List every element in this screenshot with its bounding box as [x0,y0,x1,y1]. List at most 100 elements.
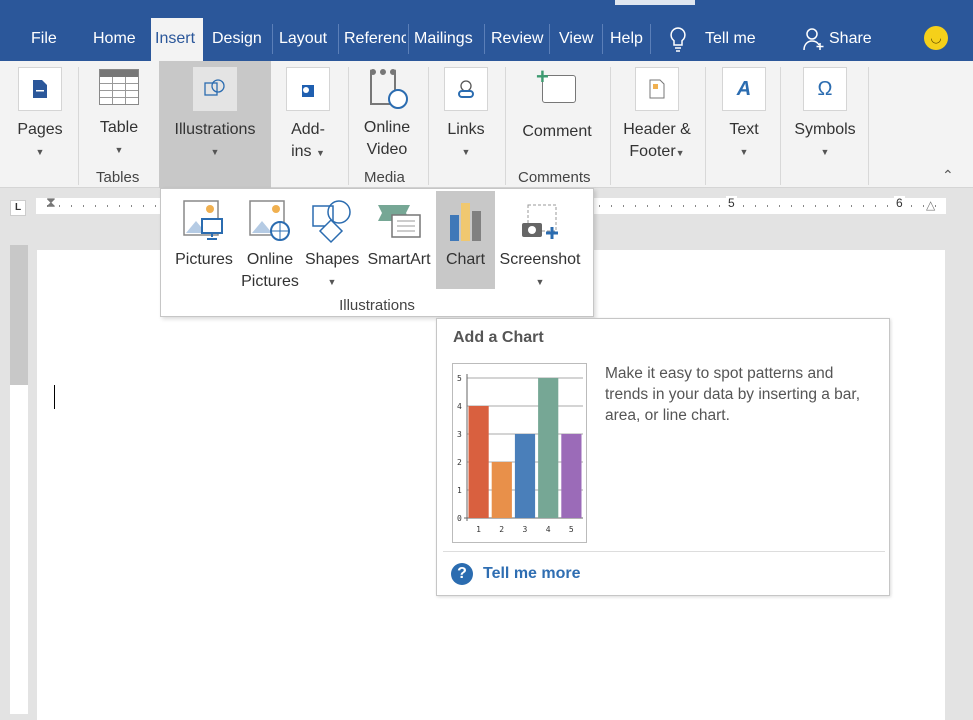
tab-mailings[interactable]: Mailings [414,30,473,47]
symbols-button[interactable]: Ω Symbols ▼ [790,67,860,163]
header-footer-icon [635,67,679,111]
share-person-icon[interactable] [803,27,825,56]
tab-file[interactable]: File [31,30,57,47]
chart-label: Chart [445,251,486,268]
smartart-label: SmartArt [367,251,431,268]
chevron-down-icon: ▼ [535,277,545,287]
tab-divider [338,24,339,54]
text-label: Text [729,121,759,138]
table-button[interactable]: Table ▼ [94,69,144,161]
table-grid-icon [99,69,139,105]
tab-divider [549,24,550,54]
links-button[interactable]: Links ▼ [440,67,492,163]
vertical-ruler[interactable] [10,245,28,714]
links-label: Links [447,121,485,138]
group-divider [610,67,611,185]
indent-marker[interactable]: ⧗ [46,194,56,210]
illustrations-button[interactable]: Illustrations ▼ [159,67,271,163]
illustrations-label: Illustrations [174,121,256,138]
new-comment-icon: + [534,66,580,113]
tab-insert[interactable]: Insert [151,18,203,61]
bar-chart-icon [436,193,495,249]
online-video-button[interactable]: Online Video [358,67,416,161]
chevron-down-icon: ▼ [35,147,45,157]
insert-ribbon: Pages ▼ Table ▼ Tables Illustrations ▼ Add-… [0,61,973,188]
text-button[interactable]: A Text ▼ [718,67,770,163]
pages-button[interactable]: Pages ▼ [14,67,66,163]
x-tick-label: 1 [476,525,481,534]
add-ins-button[interactable]: Add- ins ▼ [282,67,334,164]
x-tick-label: 5 [569,525,574,534]
bar [514,434,536,518]
header-footer-label: Header & [623,121,691,138]
table-label: Table [99,119,139,136]
lightbulb-icon[interactable] [668,26,688,57]
title-bar-fragment [615,0,695,5]
y-tick-label: 2 [457,458,462,467]
y-tick-label: 4 [457,402,462,411]
tab-divider [602,24,603,54]
right-indent-marker[interactable]: △ [926,198,936,212]
chevron-down-icon: ▼ [461,147,471,157]
tell-me-more-link[interactable]: ? Tell me more [451,563,581,585]
page-icon [18,67,62,111]
chart-button[interactable]: Chart [436,191,495,289]
shapes-label: Shapes [305,251,360,268]
share-button[interactable]: Share [829,30,872,47]
chevron-down-icon: ▼ [820,147,830,157]
chevron-down-icon: ▼ [327,277,337,287]
tab-home[interactable]: Home [93,30,136,47]
bar [468,406,489,518]
online-video-label: Online [363,119,411,136]
screenshot-button[interactable]: Screenshot ▼ [497,193,583,293]
tab-view[interactable]: View [559,30,594,47]
tell-me-search[interactable]: Tell me [705,30,756,47]
y-tick-label: 5 [457,374,462,383]
omega-icon: Ω [803,67,847,111]
pictures-label: Pictures [175,251,233,268]
tab-review[interactable]: Review [491,30,544,47]
collapse-ribbon-icon[interactable]: ⌃ [942,167,954,183]
tab-layout[interactable]: Layout [279,30,328,47]
ribbon-tab-bar: File Home Insert Design Layout Reference… [0,0,973,61]
text-cursor [54,385,55,409]
tab-design[interactable]: Design [212,30,262,47]
store-icon [286,67,330,111]
tell-me-more-label: Tell me more [483,565,581,582]
group-divider [78,67,79,185]
pages-label: Pages [17,121,63,138]
tab-divider [650,24,651,54]
x-tick-label: 3 [523,525,528,534]
y-tick-label: 0 [457,514,462,523]
online-pictures-button[interactable]: Online Pictures [237,193,303,293]
tooltip-description: Make it easy to spot patterns and trends… [605,365,861,424]
comment-label: Comment [522,123,592,140]
smartart-button[interactable]: SmartArt [365,193,433,271]
header-footer-button[interactable]: Header & Footer▼ [616,67,698,164]
tab-references[interactable]: References [344,30,406,47]
pictures-button[interactable]: Pictures [171,193,237,271]
chevron-down-icon: ▼ [114,145,124,155]
chevron-down-icon: ▼ [210,147,220,157]
tab-stop-selector[interactable]: L [10,200,26,216]
comment-button[interactable]: + Comment [514,66,600,143]
chart-tooltip: Add a Chart 0 1 2 3 4 5 1 2 3 4 5 Make it easy to … [436,318,890,596]
chevron-down-icon: ▼ [739,147,749,157]
y-tick-label: 1 [457,486,462,495]
help-question-icon: ? [451,563,473,585]
add-ins-label-2: ins ▼ [291,143,325,160]
tab-help[interactable]: Help [610,30,643,47]
group-label-tables: Tables [96,169,140,186]
group-divider [780,67,781,185]
bar [538,378,559,518]
shapes-button[interactable]: Shapes ▼ [305,193,359,293]
group-divider [868,67,869,185]
group-divider [705,67,706,185]
tooltip-title: Add a Chart [453,329,544,346]
feedback-smiley-icon[interactable]: ◡ [924,26,948,50]
tab-divider [272,24,273,54]
add-ins-label: Add- [291,121,325,138]
group-label-media: Media [364,169,405,186]
header-footer-label-2: Footer▼ [629,143,685,160]
bar [561,434,582,518]
